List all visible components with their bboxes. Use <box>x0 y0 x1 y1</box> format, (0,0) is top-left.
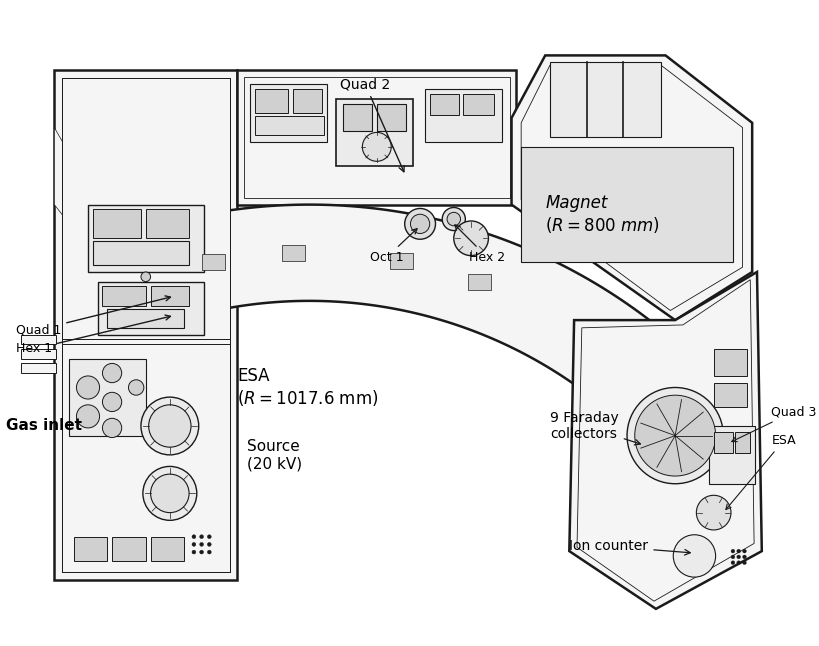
Circle shape <box>730 555 734 559</box>
Circle shape <box>730 549 734 553</box>
Text: Ion counter: Ion counter <box>568 539 690 555</box>
Circle shape <box>742 561 745 565</box>
Text: Hex 1: Hex 1 <box>16 315 170 355</box>
Circle shape <box>192 543 196 547</box>
Circle shape <box>76 376 99 399</box>
Bar <box>342 105 372 131</box>
Circle shape <box>141 397 198 455</box>
Polygon shape <box>568 272 761 609</box>
Polygon shape <box>62 78 229 339</box>
Bar <box>708 426 754 484</box>
Circle shape <box>742 555 745 559</box>
Circle shape <box>192 550 196 554</box>
Text: Oct 1: Oct 1 <box>369 229 417 264</box>
Text: ESA
$(R=1017.6$ mm$)$: ESA $(R=1017.6$ mm$)$ <box>237 367 378 408</box>
Circle shape <box>207 550 211 554</box>
Circle shape <box>200 550 203 554</box>
Polygon shape <box>511 56 751 320</box>
Circle shape <box>405 209 435 239</box>
Bar <box>713 382 746 407</box>
Bar <box>389 253 413 269</box>
Polygon shape <box>550 62 660 137</box>
Text: Quad 1: Quad 1 <box>16 296 170 336</box>
Polygon shape <box>54 70 237 580</box>
Circle shape <box>672 535 715 577</box>
Bar <box>146 209 189 238</box>
Bar <box>88 205 203 272</box>
Bar <box>151 537 184 561</box>
Bar <box>336 99 413 166</box>
Bar <box>734 432 749 453</box>
Text: Magnet
$(R = 800$ mm$)$: Magnet $(R = 800$ mm$)$ <box>545 194 659 235</box>
Circle shape <box>141 272 151 282</box>
Bar <box>20 335 57 344</box>
Bar <box>424 89 501 142</box>
Circle shape <box>102 364 121 382</box>
Bar <box>468 275 491 289</box>
Polygon shape <box>521 147 732 262</box>
Text: Gas inlet: Gas inlet <box>7 419 82 433</box>
Circle shape <box>627 388 722 484</box>
Circle shape <box>207 543 211 547</box>
Bar <box>102 286 146 306</box>
Circle shape <box>76 405 99 428</box>
Circle shape <box>129 380 143 395</box>
Bar <box>713 432 732 453</box>
Bar <box>201 255 224 269</box>
Bar <box>97 282 203 335</box>
Circle shape <box>736 561 740 565</box>
Bar <box>713 349 746 376</box>
Text: 9 Faraday
collectors: 9 Faraday collectors <box>550 411 640 445</box>
Bar <box>20 364 57 373</box>
Circle shape <box>446 213 460 226</box>
Circle shape <box>200 543 203 547</box>
Bar <box>292 89 322 113</box>
Polygon shape <box>237 70 516 205</box>
Circle shape <box>200 535 203 539</box>
Text: Hex 2: Hex 2 <box>455 225 505 264</box>
Bar <box>429 94 458 115</box>
Circle shape <box>192 535 196 539</box>
Polygon shape <box>62 344 229 572</box>
Bar <box>463 94 494 115</box>
Bar <box>20 349 57 359</box>
Bar <box>376 105 405 131</box>
Bar <box>151 286 189 306</box>
Bar <box>112 537 146 561</box>
Bar <box>74 537 107 561</box>
Bar <box>107 309 184 328</box>
Circle shape <box>410 214 429 233</box>
Bar <box>254 116 324 135</box>
Circle shape <box>742 549 745 553</box>
Text: Quad 2: Quad 2 <box>340 78 404 172</box>
Bar <box>93 241 189 266</box>
Polygon shape <box>54 128 152 329</box>
Text: ESA: ESA <box>725 434 795 510</box>
Circle shape <box>634 395 715 476</box>
Circle shape <box>730 561 734 565</box>
Circle shape <box>148 405 191 447</box>
Circle shape <box>102 419 121 437</box>
Bar <box>93 209 141 238</box>
Bar <box>282 245 305 261</box>
Circle shape <box>736 549 740 553</box>
Polygon shape <box>118 205 667 409</box>
Bar <box>69 359 146 435</box>
Text: Source
(20 kV): Source (20 kV) <box>247 439 301 471</box>
Circle shape <box>695 495 730 530</box>
Text: Quad 3: Quad 3 <box>731 405 816 442</box>
Circle shape <box>102 392 121 412</box>
Circle shape <box>143 466 197 520</box>
Circle shape <box>453 221 488 256</box>
Circle shape <box>151 474 189 513</box>
Bar <box>250 84 326 142</box>
Circle shape <box>736 555 740 559</box>
Bar <box>254 89 288 113</box>
Circle shape <box>207 535 211 539</box>
Circle shape <box>362 132 391 162</box>
Circle shape <box>441 207 464 231</box>
